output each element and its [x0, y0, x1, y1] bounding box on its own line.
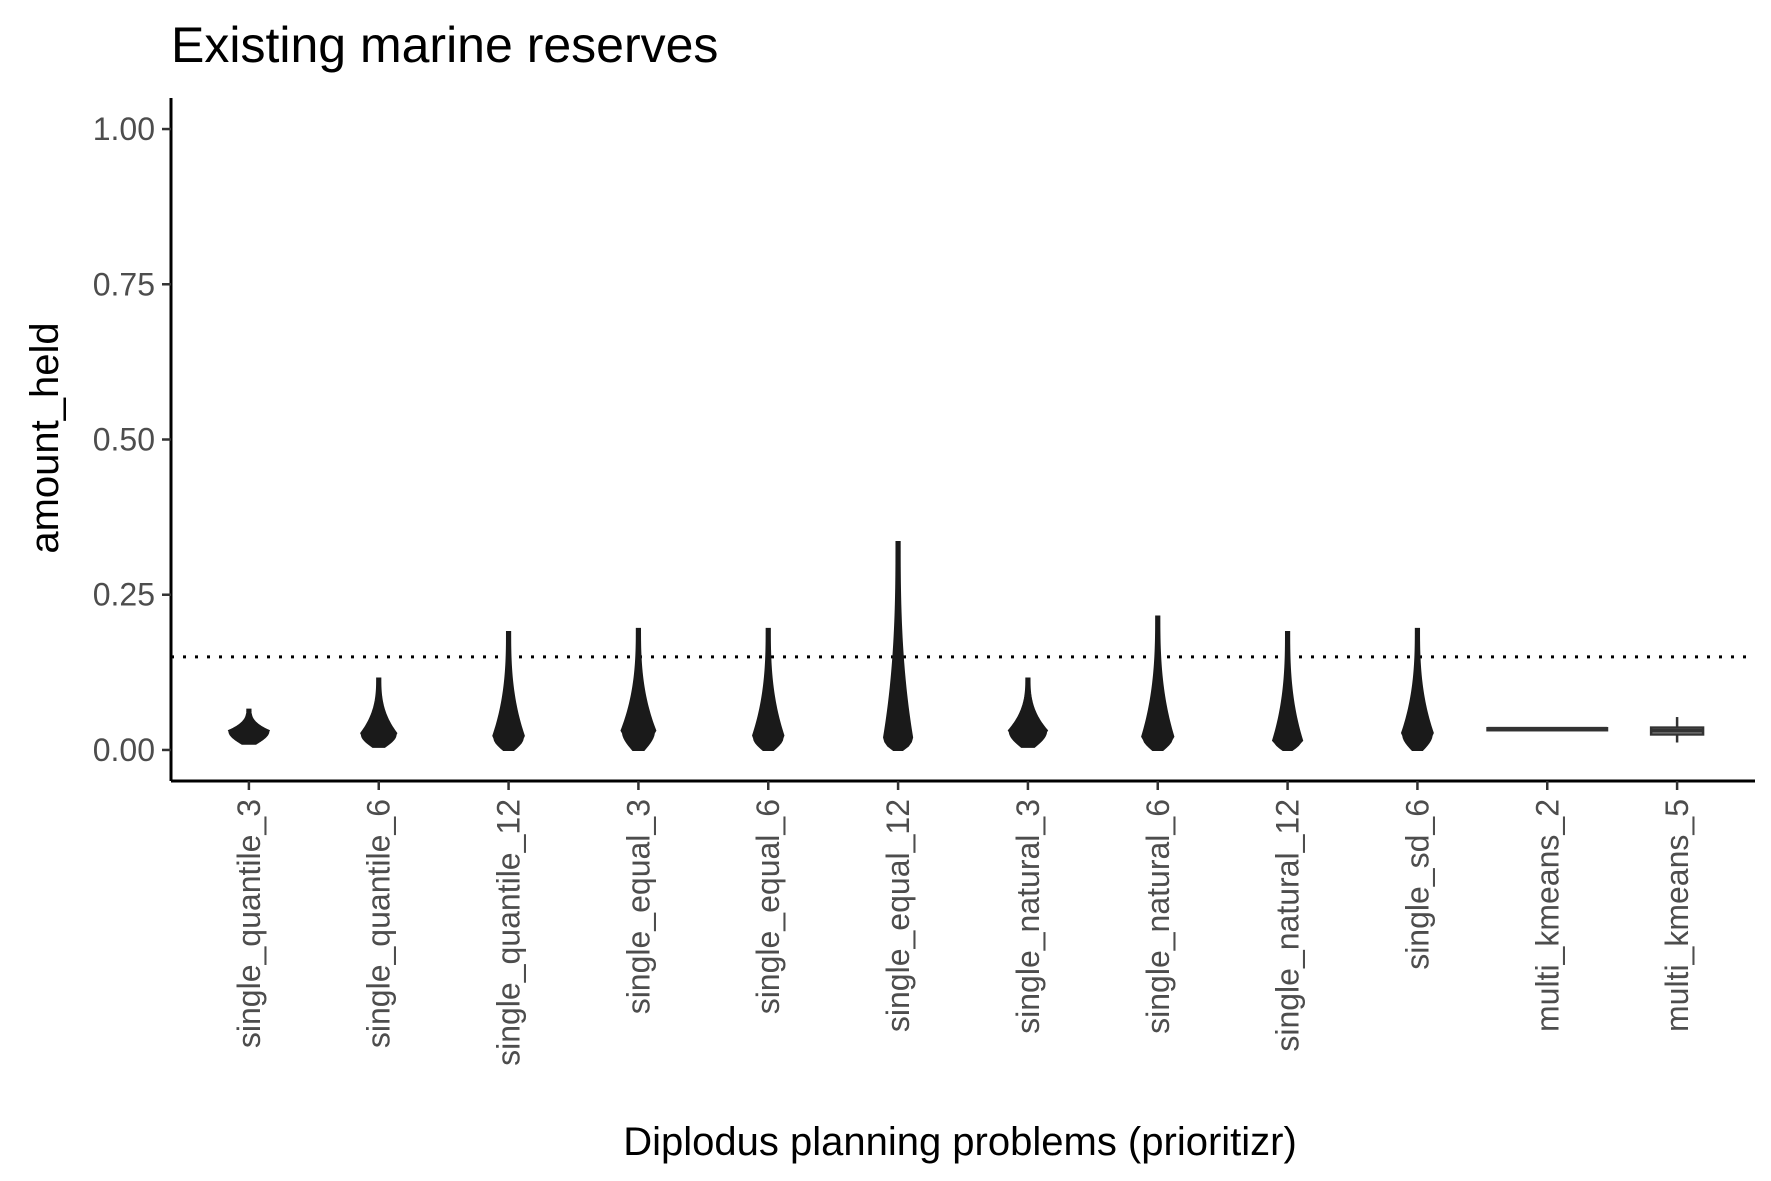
- plot-area: [171, 540, 1755, 751]
- y-tick-label: 0.00: [93, 732, 155, 768]
- x-tick-label: single_sd_6: [1399, 799, 1435, 970]
- x-tick-label: single_equal_6: [750, 799, 786, 1014]
- violin-single_natural_6: [1141, 615, 1175, 751]
- violin-single_equal_3: [620, 627, 657, 751]
- violin-single_equal_6: [752, 627, 785, 751]
- x-axis: single_quantile_3 single_quantile_6 single…: [171, 779, 1755, 1066]
- x-tick-label: single_natural_3: [1010, 799, 1046, 1034]
- x-tick-label: single_natural_12: [1270, 799, 1306, 1052]
- x-tick-label: single_quantile_3: [231, 799, 267, 1048]
- violin-single_quantile_6: [360, 677, 398, 748]
- violin-single_quantile_12: [492, 630, 525, 751]
- violin-single_natural_3: [1007, 677, 1049, 748]
- violin-single_natural_12: [1271, 630, 1304, 751]
- x-tick-label: single_natural_6: [1140, 799, 1176, 1034]
- x-tick-label: single_equal_12: [880, 799, 916, 1032]
- violin-single_quantile_3: [227, 708, 271, 745]
- x-tick-label: multi_kmeans_5: [1659, 799, 1695, 1032]
- y-axis: 0.00 0.25 0.50 0.75 1.00: [93, 98, 173, 781]
- y-tick-label: 0.50: [93, 422, 155, 458]
- chart-title: Existing marine reserves: [171, 17, 718, 73]
- x-tick-label: single_equal_3: [620, 799, 656, 1014]
- y-tick-label: 0.75: [93, 266, 155, 302]
- y-axis-title: amount_held: [23, 322, 67, 553]
- violin-single_equal_12: [883, 540, 914, 751]
- y-tick-label: 0.25: [93, 577, 155, 613]
- x-tick-label: single_quantile_6: [361, 799, 397, 1048]
- x-axis-title: Diplodus planning problems (prioritizr): [623, 1120, 1297, 1164]
- y-tick-label: 1.00: [93, 111, 155, 147]
- x-tick-label: single_quantile_12: [491, 799, 527, 1066]
- violin-single_sd_6: [1400, 627, 1434, 751]
- x-tick-label: multi_kmeans_2: [1529, 799, 1565, 1032]
